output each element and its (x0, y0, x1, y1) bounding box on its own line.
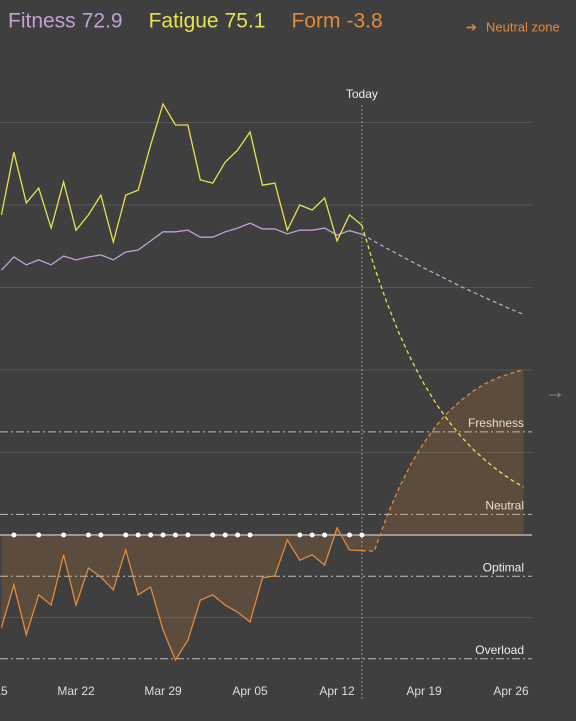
zone-label: Freshness (468, 416, 524, 430)
event-marker (61, 532, 67, 538)
today-label: Today (346, 87, 378, 101)
event-marker (247, 532, 253, 538)
legend-value: 72.9 (82, 10, 123, 33)
legend-name: Fitness (8, 10, 76, 33)
legend-value: 75.1 (225, 10, 266, 33)
event-marker (222, 532, 228, 538)
legend-name: Form (291, 10, 340, 33)
projection-line (361, 368, 524, 552)
x-tick-label: Apr 12 (319, 684, 355, 698)
projection-line (361, 233, 524, 315)
x-tick-label: Mar 15 (0, 684, 8, 698)
x-tick-label: Mar 29 (144, 684, 182, 698)
x-tick-label: Apr 19 (406, 684, 442, 698)
x-tick-label: Apr 26 (493, 684, 529, 698)
event-marker (123, 532, 129, 538)
event-marker (322, 532, 328, 538)
form-area (361, 369, 524, 552)
event-marker (309, 532, 315, 538)
event-marker (346, 532, 352, 538)
event-marker (98, 532, 104, 538)
zone-label: Optimal (483, 560, 524, 574)
series-line (0, 102, 363, 245)
event-marker (85, 532, 91, 538)
x-tick-label: Mar 22 (57, 684, 95, 698)
zone-label: Overload (475, 643, 524, 657)
neutral-zone-link[interactable]: Neutral zone (486, 19, 560, 34)
series-line (0, 526, 362, 662)
event-marker (11, 532, 17, 538)
event-marker (185, 532, 191, 538)
series-line (0, 222, 363, 271)
event-marker (160, 532, 166, 538)
event-marker (135, 532, 141, 538)
next-arrow[interactable]: → (545, 381, 565, 403)
event-marker (297, 532, 303, 538)
projection-line (361, 225, 524, 488)
event-marker (36, 532, 42, 538)
zone-label: Neutral (485, 499, 524, 513)
event-marker (148, 532, 154, 538)
event-marker (210, 532, 216, 538)
event-marker (359, 532, 365, 538)
form-area (1, 527, 362, 660)
event-marker (235, 532, 241, 538)
x-tick-label: Apr 05 (232, 684, 268, 698)
legend-value: -3.8 (346, 10, 382, 33)
legend-name: Fatigue (149, 10, 219, 33)
zone-arrow[interactable]: ➔ (466, 19, 477, 34)
event-marker (172, 532, 178, 538)
